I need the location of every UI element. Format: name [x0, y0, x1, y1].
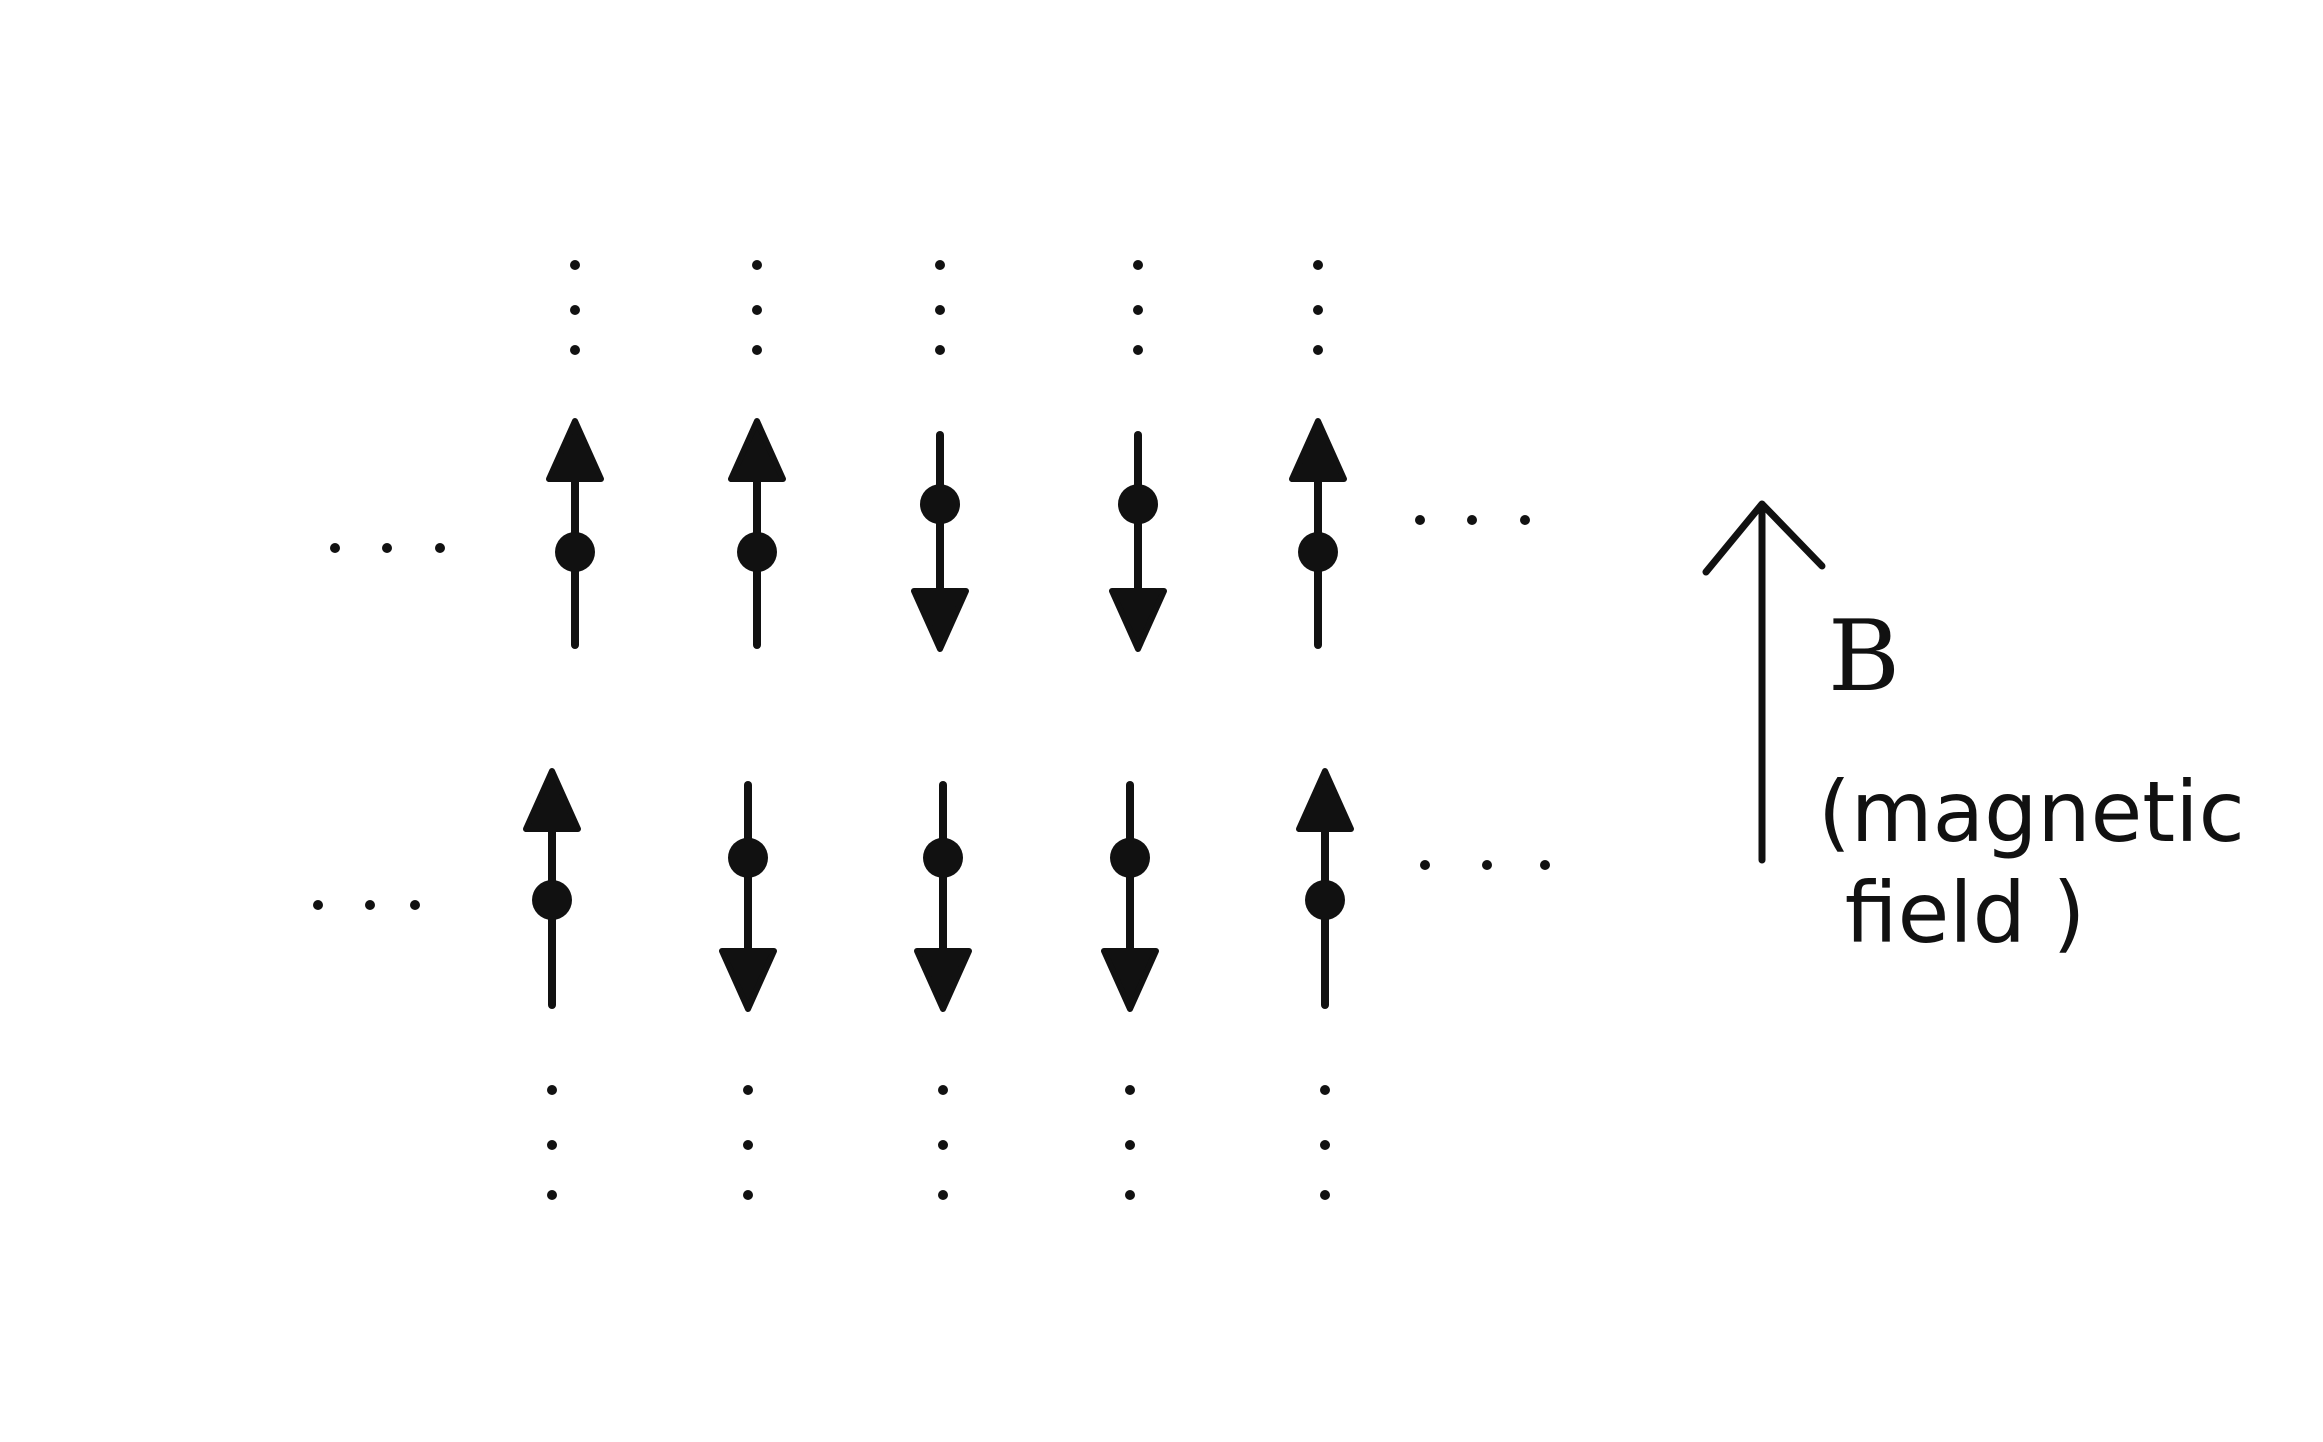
ellipsis-bottom-dot — [1125, 1140, 1135, 1150]
arrowhead-down — [1101, 948, 1159, 1012]
ellipsis-top-dot — [1133, 345, 1143, 355]
ellipsis-top-dot — [570, 305, 580, 315]
ellipsis-right-dot — [1420, 860, 1430, 870]
ellipsis-top-dot — [752, 345, 762, 355]
ellipsis-bottom-dot — [547, 1190, 557, 1200]
continuation-dots — [313, 260, 1550, 1200]
spin-center-dot — [920, 484, 960, 525]
arrowhead-up — [1289, 418, 1347, 482]
ellipsis-bottom-dot — [743, 1190, 753, 1200]
arrowhead-up — [728, 418, 786, 482]
field-symbol-label: B — [1828, 600, 1901, 714]
spin-center-dot — [532, 880, 572, 920]
ellipsis-right-dot — [1540, 860, 1550, 870]
spin-center-dot — [1118, 484, 1158, 525]
spin-up-arrow — [1289, 418, 1347, 649]
spin-center-dot — [1298, 532, 1338, 572]
spin-center-dot — [728, 837, 768, 878]
ellipsis-top-dot — [935, 260, 945, 270]
ellipsis-bottom-dot — [1320, 1140, 1330, 1150]
ellipsis-top-dot — [1313, 305, 1323, 315]
spin-center-dot — [1305, 880, 1345, 920]
ellipsis-bottom-dot — [938, 1190, 948, 1200]
ellipsis-top-dot — [570, 260, 580, 270]
ellipsis-left-dot — [365, 900, 375, 910]
spin-center-dot — [1110, 837, 1150, 878]
arrowhead-up — [1296, 768, 1354, 832]
spin-up-arrow — [523, 768, 581, 1009]
field-description-label: (magnetic field ) — [1818, 763, 2245, 962]
ellipsis-top-dot — [935, 305, 945, 315]
spin-down-arrow — [1109, 431, 1167, 652]
ellipsis-top-dot — [752, 305, 762, 315]
arrowhead-down — [911, 588, 969, 652]
ellipsis-bottom-dot — [547, 1140, 557, 1150]
ellipsis-bottom-dot — [938, 1140, 948, 1150]
ellipsis-bottom-dot — [743, 1140, 753, 1150]
spins-layer — [523, 418, 1354, 1012]
spin-center-dot — [737, 532, 777, 572]
ellipsis-bottom-dot — [743, 1085, 753, 1095]
ellipsis-left-dot — [435, 543, 445, 553]
spin-down-arrow — [1101, 781, 1159, 1012]
ellipsis-bottom-dot — [938, 1085, 948, 1095]
ellipsis-top-dot — [752, 260, 762, 270]
arrowhead-down — [1109, 588, 1167, 652]
ellipsis-top-dot — [1133, 260, 1143, 270]
spin-up-arrow — [1296, 768, 1354, 1009]
ellipsis-right-dot — [1415, 515, 1425, 525]
ellipsis-bottom-dot — [1320, 1085, 1330, 1095]
ellipsis-bottom-dot — [1320, 1190, 1330, 1200]
ellipsis-left-dot — [330, 543, 340, 553]
magnetic-field-arrow — [1702, 500, 1826, 864]
arrowhead-up — [523, 768, 581, 832]
ellipsis-top-dot — [570, 345, 580, 355]
ellipsis-top-dot — [1313, 345, 1323, 355]
ellipsis-bottom-dot — [1125, 1085, 1135, 1095]
spin-up-arrow — [546, 418, 604, 649]
ellipsis-top-dot — [935, 345, 945, 355]
ellipsis-top-dot — [1133, 305, 1143, 315]
ellipsis-left-dot — [410, 900, 420, 910]
spin-center-dot — [555, 532, 595, 572]
spin-center-dot — [923, 837, 963, 878]
arrowhead-down — [914, 948, 972, 1012]
spin-down-arrow — [911, 431, 969, 652]
ellipsis-bottom-dot — [1125, 1190, 1135, 1200]
ellipsis-left-dot — [382, 543, 392, 553]
arrowhead-down — [719, 948, 777, 1012]
spin-down-arrow — [914, 781, 972, 1012]
ellipsis-top-dot — [1313, 260, 1323, 270]
spin-up-arrow — [728, 418, 786, 649]
ellipsis-right-dot — [1482, 860, 1492, 870]
ellipsis-left-dot — [313, 900, 323, 910]
ellipsis-right-dot — [1520, 515, 1530, 525]
ellipsis-right-dot — [1467, 515, 1477, 525]
spin-down-arrow — [719, 781, 777, 1012]
ellipsis-bottom-dot — [547, 1085, 557, 1095]
arrowhead-up — [546, 418, 604, 482]
